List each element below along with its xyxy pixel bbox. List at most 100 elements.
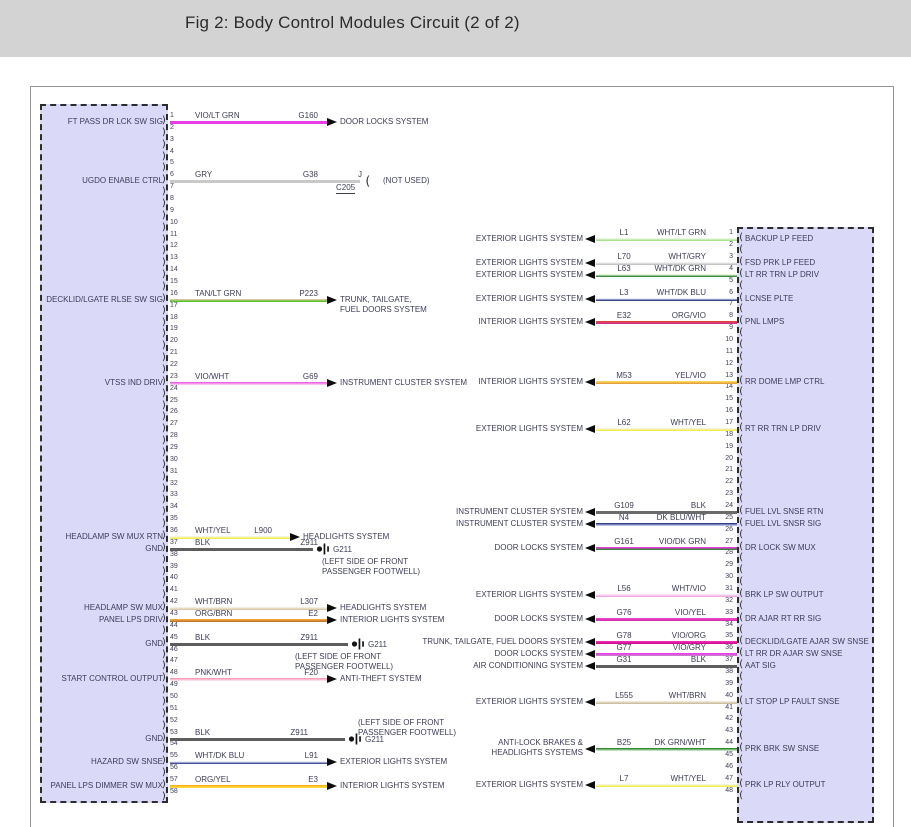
wire	[596, 522, 737, 526]
pin-cavity-icon: )	[161, 696, 168, 707]
right-signal-label: PRK BRK SW SNSE	[745, 744, 820, 754]
pin-cavity-icon: )	[161, 209, 168, 221]
right-signal-label: DECKLID/LGATE AJAR SW SNSE	[745, 637, 869, 647]
left-pin-number: 4	[170, 147, 174, 155]
system-label: EXTERIOR LIGHTS SYSTEM	[475, 234, 583, 244]
right-pin-number: 14	[725, 383, 733, 391]
pin-cavity-icon: (	[738, 742, 745, 754]
pin-cavity-icon: (	[738, 410, 745, 422]
right-pin-number: 34	[725, 620, 733, 628]
circuit-label: L56	[617, 584, 631, 593]
pin-cavity-icon: (	[738, 267, 745, 279]
system-label: HEADLIGHTS SYSTEM	[303, 532, 390, 541]
pin-cavity-icon: )	[161, 636, 168, 648]
figure-title: Fig 2: Body Control Modules Circuit (2 o…	[185, 13, 520, 32]
pin-cavity-icon: )	[161, 281, 168, 292]
left-pin-number: 43	[170, 610, 178, 617]
left-pin-number: 6	[170, 171, 174, 179]
right-pin-number: 8	[729, 312, 733, 320]
left-pin-number: 51	[170, 704, 178, 712]
pin-cavity-icon: )	[161, 233, 168, 245]
system-label: EXTERIOR LIGHTS SYSTEM	[475, 258, 583, 267]
wire	[596, 428, 737, 431]
signal-arrow-icon	[585, 614, 595, 623]
wire-color-label: VIO/WHT	[195, 371, 230, 381]
pin-cavity-icon: )	[161, 328, 168, 340]
pin-cavity-icon: )	[161, 257, 168, 269]
pin-cavity-icon: )	[161, 779, 168, 790]
pin-cavity-icon: (	[738, 682, 745, 694]
pin-cavity-icon: (	[738, 516, 745, 528]
pin-cavity-icon: )	[161, 684, 168, 696]
pin-cavity-icon: (	[738, 659, 745, 671]
wire	[596, 748, 737, 752]
signal-arrow-icon	[585, 425, 595, 433]
signal-arrow-icon	[585, 638, 595, 647]
signal-arrow-icon	[585, 235, 595, 244]
signal-arrow-icon	[327, 378, 337, 387]
circuit-label: G160	[298, 111, 318, 120]
left-pin-number: 34	[170, 503, 178, 511]
wire	[170, 642, 348, 646]
wire	[170, 737, 345, 741]
right-pin-number: 25	[725, 513, 733, 521]
right-pin-number: 5	[729, 276, 733, 284]
left-pin-number: 37	[170, 538, 178, 546]
right-pin-number: 39	[725, 679, 733, 687]
left-signal-label: GND	[145, 638, 163, 648]
left-pin-number: 46	[170, 645, 178, 653]
wire-color-label: BLK	[690, 501, 706, 510]
system-label: EXTERIOR LIGHTS SYSTEM	[475, 424, 583, 433]
right-pin-number: 11	[725, 347, 733, 355]
splice-label: J	[358, 170, 362, 180]
circuit-label: E3	[308, 775, 318, 784]
wire-color-label: ORG/YEL	[195, 775, 231, 784]
wire-color-label: BLK	[195, 537, 211, 547]
right-pin-number: 40	[725, 691, 733, 699]
pin-cavity-icon: (	[738, 374, 745, 386]
right-pin-number: 20	[725, 454, 733, 462]
right-signal-label: DR AJAR RT RR SIG	[745, 613, 822, 623]
left-pin-number: 21	[170, 349, 178, 357]
left-signal-label: PANEL LPS DRIV	[98, 615, 163, 624]
wire-color-label: WHT/DK BLU	[656, 287, 706, 297]
right-pin-number: 47	[725, 774, 733, 782]
pin-cavity-icon: )	[161, 411, 168, 423]
left-signal-label: FT PASS DR LCK SW SIG	[67, 117, 163, 126]
system-label: TRUNK, TAILGATE,	[340, 294, 412, 304]
pin-cavity-icon: (	[738, 564, 745, 576]
wire	[170, 619, 327, 622]
pin-cavity-icon: (	[738, 256, 745, 267]
wire-color-label: DK GRN/WHT	[654, 738, 706, 748]
pin-cavity-icon: (	[738, 339, 745, 350]
wire-color-label: WHT/BRN	[668, 690, 706, 700]
circuit-label: G109	[614, 501, 634, 510]
pin-cavity-icon: (	[738, 422, 745, 433]
system-label: DOOR LOCKS SYSTEM	[340, 117, 429, 126]
signal-arrow-icon	[585, 259, 595, 267]
circuit-label: L307	[300, 597, 318, 607]
system-label: HEADLIGHTS SYSTEM	[340, 603, 427, 613]
left-pin-number: 27	[170, 420, 178, 428]
left-pin-number: 41	[170, 586, 178, 594]
circuit-label: L555	[615, 690, 633, 700]
pin-cavity-icon: (	[738, 718, 745, 730]
wire	[596, 617, 737, 621]
left-signal-label: GND	[145, 733, 163, 743]
system-label: DOOR LOCKS SYSTEM	[494, 542, 583, 552]
pin-cavity-icon: (	[738, 493, 745, 505]
left-pin-number: 23	[170, 372, 178, 380]
right-pin-number: 41	[725, 703, 733, 711]
right-pin-number: 1	[729, 229, 733, 237]
wire	[170, 607, 327, 611]
right-pin-number: 12	[725, 359, 733, 367]
left-pin-number: 16	[170, 289, 178, 297]
system-label: EXTERIOR LIGHTS SYSTEM	[340, 757, 448, 767]
signal-arrow-icon	[585, 519, 595, 528]
pin-cavity-icon: )	[161, 482, 168, 494]
left-signal-label: HAZARD SW SNSE	[90, 757, 163, 767]
wire-color-label: VIO/GRY	[672, 643, 706, 653]
circuit-label: L7	[619, 773, 629, 783]
wire-color-label: PNK/WHT	[195, 668, 232, 678]
pin-cavity-icon: )	[161, 387, 168, 399]
